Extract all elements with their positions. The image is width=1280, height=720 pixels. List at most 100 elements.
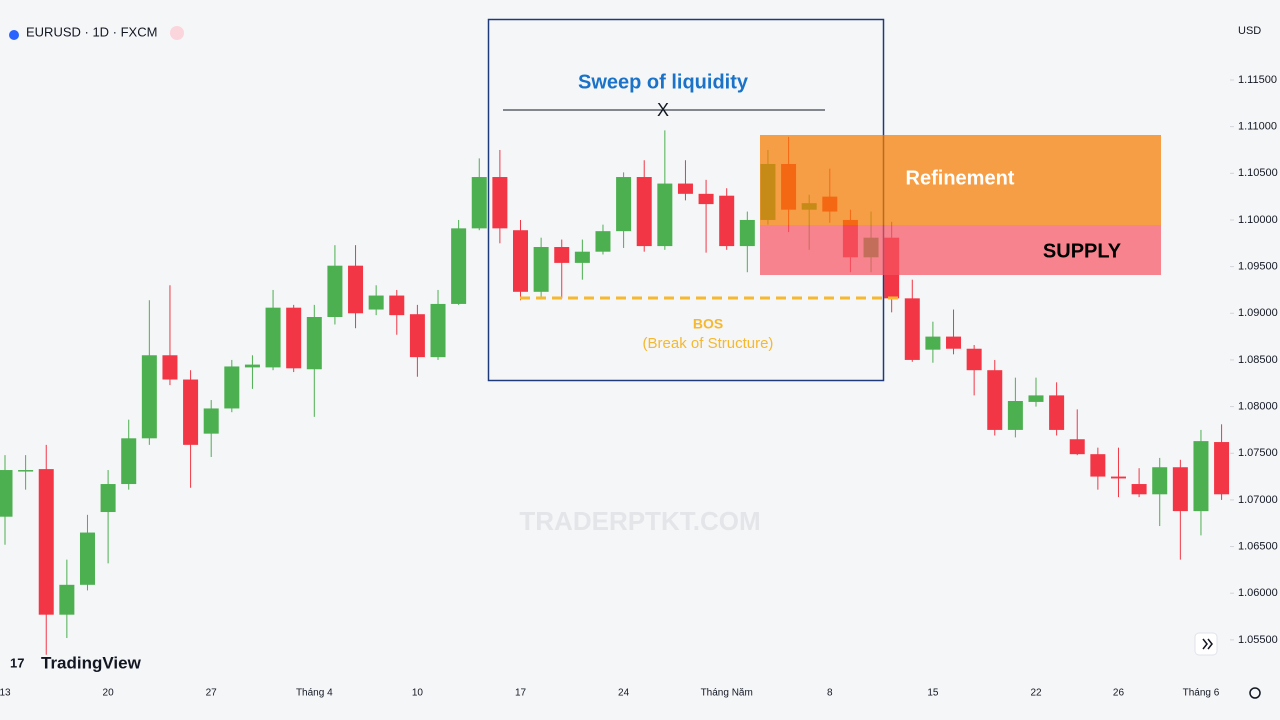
x-tick-label: Tháng 4 bbox=[296, 688, 333, 699]
candle-body bbox=[430, 303, 446, 358]
y-tick-label: 1.08000 bbox=[1238, 400, 1278, 412]
candle-body bbox=[409, 314, 425, 358]
x-tick-label: 17 bbox=[515, 688, 527, 699]
y-tick-label: 1.05500 bbox=[1238, 634, 1278, 646]
candle-body bbox=[719, 195, 735, 247]
x-tick-label: 27 bbox=[206, 688, 218, 699]
annotations: Sweep of liquidity X Refinement SUPPLY B… bbox=[487, 18, 1161, 382]
x-tick-label: 20 bbox=[103, 688, 115, 699]
candle-body bbox=[904, 298, 920, 360]
candle-body bbox=[59, 584, 75, 615]
refinement-label: Refinement bbox=[906, 167, 1015, 189]
supply-zone bbox=[760, 225, 1161, 275]
candle-body bbox=[244, 364, 260, 368]
candle-body bbox=[1172, 467, 1188, 512]
candle-body bbox=[1214, 442, 1230, 495]
y-tick-label: 1.06000 bbox=[1238, 587, 1278, 599]
candle-body bbox=[183, 379, 199, 445]
y-tick-label: 1.08500 bbox=[1238, 354, 1278, 366]
candle-body bbox=[1028, 395, 1044, 402]
candle-body bbox=[574, 251, 590, 263]
bos-label: BOS bbox=[693, 316, 723, 332]
candle-body bbox=[368, 295, 384, 310]
candle-body bbox=[1110, 476, 1126, 479]
supply-label: SUPPLY bbox=[1043, 240, 1122, 262]
scroll-icon bbox=[1202, 638, 1213, 650]
sweep-label: Sweep of liquidity bbox=[578, 71, 749, 93]
candle-body bbox=[286, 307, 302, 369]
x-tick-label: 10 bbox=[412, 688, 424, 699]
candle-body bbox=[162, 355, 178, 380]
settings-button[interactable] bbox=[1249, 687, 1261, 699]
candle-body bbox=[265, 307, 281, 368]
candle-body bbox=[224, 366, 240, 409]
candle-body bbox=[471, 177, 487, 229]
candle-body bbox=[306, 317, 322, 370]
candle-body bbox=[925, 336, 941, 350]
y-tick-label: 1.09500 bbox=[1238, 261, 1278, 273]
x-tick-label: 8 bbox=[827, 688, 833, 699]
candle-body bbox=[1193, 441, 1209, 512]
candle-body bbox=[739, 219, 755, 247]
brand-icon: 17 bbox=[10, 655, 24, 670]
refinement-zone bbox=[760, 135, 1161, 225]
x-tick-label: 13 bbox=[0, 688, 11, 699]
sweep-mark: X bbox=[657, 100, 669, 120]
currency[interactable]: USD bbox=[1238, 25, 1261, 37]
y-tick-label: 1.10000 bbox=[1238, 214, 1278, 226]
y-tick-label: 1.11500 bbox=[1238, 74, 1277, 86]
brand: TradingView bbox=[41, 653, 142, 672]
x-tick-label: 15 bbox=[927, 688, 939, 699]
candle-body bbox=[203, 408, 219, 434]
scroll-button[interactable] bbox=[1194, 632, 1218, 656]
x-tick-label: 26 bbox=[1113, 688, 1125, 699]
candle-body bbox=[616, 177, 632, 232]
y-tick-label: 1.09000 bbox=[1238, 307, 1278, 319]
candle-body bbox=[79, 532, 95, 585]
candle-body bbox=[141, 355, 157, 439]
candle-body bbox=[677, 183, 693, 194]
candle-body bbox=[636, 177, 652, 247]
candle-body bbox=[492, 177, 508, 229]
candle-body bbox=[327, 265, 343, 318]
candle-body bbox=[18, 470, 34, 472]
y-tick-label: 1.07000 bbox=[1238, 494, 1278, 506]
candle-body bbox=[657, 183, 673, 247]
candle-body bbox=[121, 438, 137, 485]
x-tick-label: 22 bbox=[1030, 688, 1042, 699]
candle-body bbox=[451, 228, 467, 304]
candle-body bbox=[554, 247, 570, 263]
status-icon[interactable] bbox=[170, 26, 184, 40]
candle-body bbox=[1069, 439, 1085, 455]
x-tick-label: Tháng 6 bbox=[1183, 688, 1220, 699]
y-tick-label: 1.07500 bbox=[1238, 447, 1278, 459]
x-tick-label: Tháng Năm bbox=[701, 688, 753, 699]
candle-body bbox=[1007, 400, 1023, 430]
candle-body bbox=[38, 469, 54, 615]
candle-body bbox=[513, 230, 528, 292]
candle-body bbox=[698, 193, 714, 205]
candle-body bbox=[1090, 454, 1106, 477]
candle-body bbox=[966, 348, 982, 371]
x-tick-label: 24 bbox=[618, 688, 630, 699]
watermark: TRADERPTKT.COM bbox=[519, 506, 760, 536]
y-tick-label: 1.06500 bbox=[1238, 540, 1278, 552]
bos-note: (Break of Structure) bbox=[643, 335, 774, 352]
candle-body bbox=[348, 265, 364, 314]
candle-body bbox=[389, 295, 405, 316]
candle-body bbox=[946, 336, 962, 349]
candle-body bbox=[0, 470, 13, 517]
candle-body bbox=[1049, 395, 1065, 430]
candle-body bbox=[100, 484, 116, 513]
candle-body bbox=[595, 231, 611, 252]
y-tick-label: 1.10500 bbox=[1238, 167, 1278, 179]
y-tick-label: 1.11000 bbox=[1238, 121, 1277, 133]
candle-body bbox=[1152, 467, 1168, 495]
symbol: EURUSD · 1D · FXCM bbox=[26, 24, 157, 39]
symbol-icon bbox=[9, 30, 19, 40]
candle-body bbox=[987, 370, 1003, 430]
candle-body bbox=[533, 247, 549, 292]
candle-body bbox=[1131, 484, 1147, 495]
